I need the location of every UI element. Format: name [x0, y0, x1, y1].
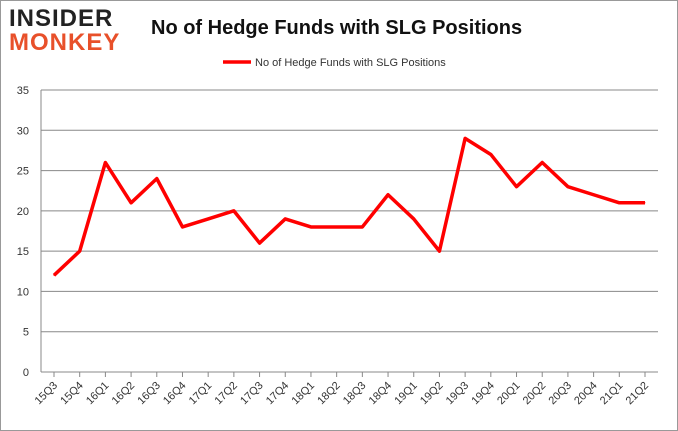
data-point — [361, 226, 363, 228]
x-tick-label: 17Q3 — [238, 380, 266, 408]
x-tick-label: 21Q1 — [598, 380, 626, 408]
x-tick-label: 19Q4 — [469, 380, 497, 408]
y-tick-label: 15 — [17, 246, 29, 258]
y-tick-label: 20 — [17, 206, 29, 218]
x-tick-label: 16Q4 — [161, 380, 189, 408]
x-tick-label: 19Q3 — [444, 380, 472, 408]
data-point — [181, 226, 183, 228]
x-tick-label: 17Q1 — [187, 380, 215, 408]
x-tick-label: 16Q2 — [110, 380, 138, 408]
x-tick-label: 20Q3 — [547, 380, 575, 408]
data-point — [618, 202, 620, 204]
x-tick-label: 19Q1 — [392, 380, 420, 408]
x-tick-label: 15Q4 — [58, 380, 86, 408]
data-point — [207, 218, 209, 220]
logo-line2: MONKEY — [9, 29, 121, 56]
series-line — [52, 136, 645, 277]
data-point — [516, 186, 518, 188]
data-point — [644, 202, 646, 204]
data-point — [259, 242, 261, 244]
x-tick-label: 20Q1 — [495, 380, 523, 408]
data-point — [567, 186, 569, 188]
x-tick-label: 18Q4 — [367, 380, 395, 408]
data-point — [104, 162, 106, 164]
x-tick-label: 18Q2 — [315, 380, 343, 408]
logo-line1: INSIDER — [9, 5, 114, 32]
chart-title: No of Hedge Funds with SLG Positions — [151, 17, 523, 39]
y-tick-label: 30 — [17, 125, 29, 137]
data-point — [233, 210, 235, 212]
x-tick-label: 20Q4 — [572, 380, 600, 408]
x-tick-label: 20Q2 — [521, 380, 549, 408]
data-point — [336, 226, 338, 228]
data-point — [464, 137, 466, 139]
y-tick-label: 25 — [17, 166, 29, 178]
x-tick-label: 16Q3 — [135, 380, 163, 408]
data-point — [130, 202, 132, 204]
data-point — [438, 250, 440, 252]
x-tick-label: 15Q3 — [33, 380, 61, 408]
y-tick-label: 0 — [23, 367, 29, 379]
data-point — [490, 153, 492, 155]
x-tick-label: 16Q1 — [84, 380, 112, 408]
data-point — [413, 218, 415, 220]
data-point — [593, 194, 595, 196]
y-tick-label: 5 — [23, 327, 29, 339]
y-tick-label: 10 — [17, 286, 29, 298]
legend-label: No of Hedge Funds with SLG Positions — [255, 57, 446, 69]
x-tick-label: 21Q2 — [624, 380, 652, 408]
x-tick-label: 17Q4 — [264, 380, 292, 408]
data-point — [310, 226, 312, 228]
data-point — [79, 250, 81, 252]
x-tick-label: 18Q1 — [290, 380, 318, 408]
data-point — [284, 218, 286, 220]
y-tick-label: 35 — [17, 85, 29, 97]
insider-monkey-logo: INSIDER MONKEY — [9, 7, 120, 55]
data-point — [156, 178, 158, 180]
data-point — [387, 194, 389, 196]
x-tick-label: 18Q3 — [341, 380, 369, 408]
x-tick-label: 19Q2 — [418, 380, 446, 408]
data-point — [53, 274, 55, 276]
x-tick-label: 17Q2 — [212, 380, 240, 408]
data-point — [541, 162, 543, 164]
